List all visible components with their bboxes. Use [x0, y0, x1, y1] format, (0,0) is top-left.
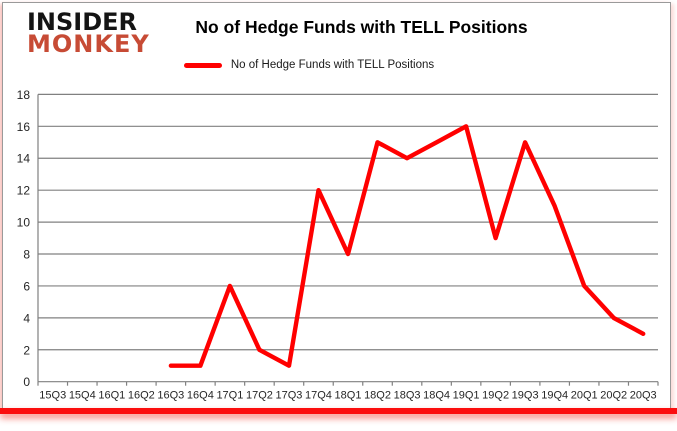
x-axis-tick-label: 18Q2 — [364, 390, 391, 402]
y-axis-tick-label: 10 — [17, 216, 31, 230]
x-axis-tick-label: 16Q3 — [157, 390, 184, 402]
x-axis-tick-label: 20Q1 — [571, 390, 598, 402]
y-axis-tick-label: 18 — [17, 88, 31, 102]
x-axis-tick-label: 16Q2 — [128, 390, 155, 402]
x-axis-tick-label: 19Q2 — [482, 390, 509, 402]
x-axis-tick-label: 19Q4 — [541, 390, 568, 402]
legend-line-marker — [183, 62, 222, 68]
logo-text-monkey: MONKEY — [27, 30, 150, 59]
x-axis-tick-label: 15Q4 — [69, 390, 96, 402]
bottom-red-bar — [0, 408, 677, 414]
x-axis-tick-label: 19Q1 — [453, 390, 480, 402]
series-line-hedge-funds — [168, 124, 646, 368]
y-axis-tick-label: 0 — [23, 375, 30, 389]
x-axis-tick-label: 15Q3 — [39, 390, 66, 402]
chart-title: No of Hedge Funds with TELL Positions — [195, 17, 528, 37]
y-axis-tick-label: 6 — [23, 279, 30, 293]
legend-label: No of Hedge Funds with TELL Positions — [230, 59, 435, 71]
x-axis-tick-label: 16Q4 — [187, 390, 214, 402]
x-axis-tick-label: 17Q2 — [246, 390, 273, 402]
x-axis-tick-label: 16Q1 — [98, 390, 125, 402]
y-axis-tick-label: 4 — [23, 311, 30, 325]
y-axis-tick-label: 8 — [23, 248, 30, 262]
x-axis-tick-label: 20Q2 — [600, 390, 627, 402]
x-axis-tick-label: 19Q3 — [512, 390, 539, 402]
logo-text-insider: INSIDER — [27, 8, 138, 36]
y-axis-tick-label: 14 — [17, 152, 31, 166]
x-axis-tick-label: 18Q4 — [423, 390, 450, 402]
x-axis-tick-label: 18Q1 — [335, 390, 362, 402]
y-axis-tick-label: 12 — [17, 184, 31, 198]
insider-monkey-logo: INSIDER MONKEY — [27, 8, 150, 59]
x-axis-tick-label: 17Q4 — [305, 390, 332, 402]
y-axis-tick-label: 16 — [17, 120, 31, 134]
legend: No of Hedge Funds with TELL Positions — [3, 59, 615, 71]
x-axis-tick-label: 18Q3 — [394, 390, 421, 402]
x-axis-tick-label: 20Q3 — [630, 390, 657, 402]
chart-card: INSIDER MONKEY No of Hedge Funds with TE… — [2, 2, 671, 408]
x-axis-tick-label: 17Q1 — [216, 390, 243, 402]
y-axis-tick-label: 2 — [23, 343, 30, 357]
x-axis-tick-label: 17Q3 — [275, 390, 302, 402]
